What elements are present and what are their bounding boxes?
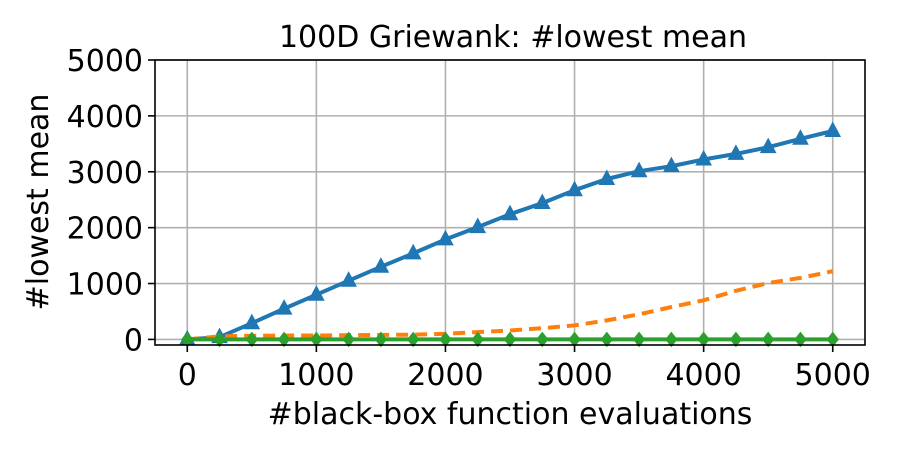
- data-point-marker: [245, 331, 258, 348]
- data-point-marker: [469, 217, 487, 234]
- data-point-marker: [340, 271, 357, 287]
- x-tick-label: 1000: [278, 358, 354, 393]
- data-point-marker: [792, 129, 809, 145]
- y-tick-label: 4000: [67, 100, 143, 135]
- data-point-marker: [374, 331, 388, 348]
- series-line: [187, 269, 834, 342]
- y-tick-label: 0: [124, 323, 143, 358]
- data-point-marker: [404, 243, 422, 260]
- data-point-marker: [471, 331, 484, 348]
- y-axis-label: #lowest mean: [21, 94, 56, 311]
- series-2: [187, 269, 834, 342]
- data-point-marker: [632, 331, 646, 348]
- x-tick-label: 5000: [795, 358, 871, 393]
- data-point-marker: [794, 331, 807, 348]
- data-point-marker: [243, 313, 261, 330]
- series-3: [181, 331, 839, 348]
- y-tick-label: 1000: [67, 268, 143, 303]
- data-point-marker: [727, 144, 745, 160]
- data-point-marker: [213, 331, 226, 348]
- data-point-marker: [630, 161, 648, 178]
- y-axis-ticks: 0 1000 2000 3000 4000 5000: [67, 44, 155, 358]
- y-tick-label: 2000: [67, 212, 143, 247]
- data-point-marker: [277, 331, 291, 348]
- data-point-marker: [824, 121, 842, 137]
- data-point-marker: [437, 229, 454, 246]
- grid: [155, 59, 865, 345]
- x-axis-label: #black-box function evaluations: [268, 397, 753, 432]
- data-point-marker: [566, 180, 583, 197]
- data-point-marker: [598, 169, 616, 186]
- x-tick-label: 2000: [407, 358, 483, 393]
- data-point-marker: [536, 331, 549, 348]
- y-tick-label: 5000: [67, 44, 143, 79]
- y-tick-label: 3000: [67, 156, 143, 191]
- data-point-marker: [503, 331, 517, 348]
- data-point-marker: [665, 331, 678, 348]
- data-point-marker: [275, 299, 293, 315]
- data-point-marker: [308, 285, 325, 301]
- x-tick-label: 4000: [665, 358, 741, 393]
- data-point-marker: [762, 331, 775, 348]
- data-point-marker: [533, 193, 551, 210]
- data-point-marker: [759, 137, 777, 154]
- x-tick-label: 0: [178, 358, 197, 393]
- series-1: [178, 121, 842, 346]
- x-axis-ticks: 0 1000 2000 3000 4000 5000: [178, 345, 871, 393]
- data-point-marker: [372, 257, 390, 273]
- data-point-marker: [501, 204, 519, 221]
- plot-series: [178, 121, 842, 348]
- data-point-marker: [600, 331, 613, 348]
- plot-frame: [154, 59, 866, 346]
- data-point-marker: [695, 149, 712, 166]
- data-point-marker: [729, 331, 743, 348]
- data-point-marker: [342, 331, 355, 348]
- data-point-marker: [407, 331, 420, 348]
- data-point-marker: [663, 156, 680, 173]
- chart-title: 100D Griewank: #lowest mean: [279, 20, 747, 55]
- x-tick-label: 3000: [536, 358, 612, 393]
